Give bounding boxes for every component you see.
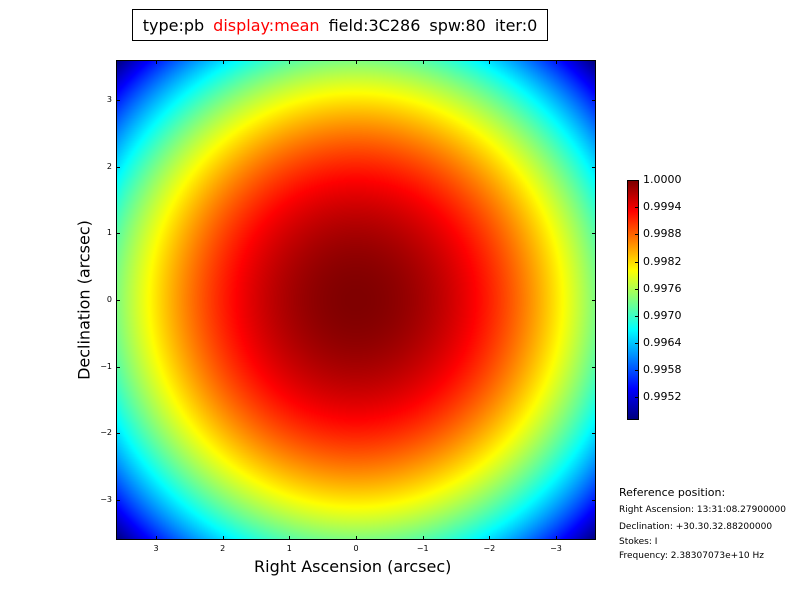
y-tick-mark-left <box>116 366 120 368</box>
y-tick-label: 1 <box>106 228 112 238</box>
plot-title: type:pb display:mean field:3C286 spw:80 … <box>132 9 548 41</box>
y-tick-label: −2 <box>100 428 112 438</box>
y-tick-mark-right <box>592 233 596 235</box>
x-tick-mark-top <box>222 60 224 64</box>
x-tick-label: 1 <box>286 544 292 553</box>
heatmap-plot <box>116 60 596 540</box>
colorbar-tick-label: 0.9994 <box>643 200 682 214</box>
title-spw: spw:80 <box>429 15 486 35</box>
y-tick-mark-left <box>116 300 120 301</box>
x-tick-mark-bottom <box>289 536 291 540</box>
x-tick-mark-bottom <box>556 536 557 540</box>
x-tick-mark-bottom <box>422 536 424 540</box>
x-tick-mark-top <box>422 60 424 64</box>
colorbar-tick-label: 1.0000 <box>643 173 682 186</box>
y-tick-mark-right <box>592 366 596 368</box>
reference-dec: Declination: +30.30.32.88200000 <box>619 522 773 532</box>
colorbar <box>627 180 639 420</box>
y-tick-label: −1 <box>100 361 112 371</box>
y-tick-mark-right <box>592 100 596 101</box>
reference-stokes: Stokes: I <box>619 537 658 547</box>
colorbar-tick-label: 0.9958 <box>643 363 682 377</box>
x-tick-mark-top <box>556 60 557 64</box>
colorbar-tick-label: 0.9982 <box>643 254 682 268</box>
colorbar-tick-label: 0.9988 <box>643 227 682 241</box>
colorbar-gradient <box>628 181 638 419</box>
colorbar-tick-mark <box>635 288 639 290</box>
colorbar-tick-mark <box>635 261 639 263</box>
x-tick-label: 0 <box>353 544 359 553</box>
colorbar-tick-label: 0.9970 <box>643 308 682 322</box>
title-field: field:3C286 <box>328 15 421 35</box>
colorbar-tick-mark <box>635 343 639 345</box>
y-tick-mark-right <box>592 500 596 501</box>
colorbar-tick-mark <box>635 180 639 181</box>
x-tick-mark-top <box>289 60 291 64</box>
colorbar-tick-mark <box>635 315 639 317</box>
y-tick-mark-left <box>116 100 120 101</box>
colorbar-tick-label: 0.9976 <box>643 281 682 295</box>
colorbar-tick-label: 0.9964 <box>643 336 682 350</box>
colorbar-tick-label: 0.9952 <box>643 390 682 404</box>
title-type: type:pb <box>142 15 205 35</box>
x-axis-label: Right Ascension (arcsec) <box>254 557 452 576</box>
y-tick-mark-right <box>592 300 596 301</box>
heatmap-image <box>117 61 595 539</box>
colorbar-tick-mark <box>635 370 639 372</box>
colorbar-tick-mark <box>635 234 639 236</box>
x-tick-label: 3 <box>153 544 159 553</box>
title-iter: iter:0 <box>494 15 538 35</box>
reference-heading: Reference position: <box>619 486 726 499</box>
y-tick-mark-right <box>592 433 596 435</box>
x-tick-mark-top <box>356 60 357 64</box>
x-tick-mark-bottom <box>222 536 224 540</box>
x-tick-mark-top <box>156 60 157 64</box>
y-tick-mark-right <box>592 166 596 168</box>
y-tick-mark-left <box>116 166 120 168</box>
x-tick-mark-bottom <box>356 536 357 540</box>
reference-ra: Right Ascension: 13:31:08.27900000 <box>619 505 786 515</box>
reference-frequency: Frequency: 2.38307073e+10 Hz <box>619 551 765 561</box>
x-tick-mark-top <box>489 60 491 64</box>
y-tick-label: −3 <box>100 495 112 504</box>
y-tick-mark-left <box>116 233 120 235</box>
x-tick-mark-bottom <box>489 536 491 540</box>
colorbar-tick-mark <box>635 207 639 209</box>
x-tick-label: −3 <box>550 544 562 553</box>
y-tick-label: 0 <box>106 295 112 304</box>
x-tick-label: −1 <box>416 544 429 553</box>
x-tick-label: −2 <box>483 544 496 553</box>
title-display: display:mean <box>213 15 320 35</box>
y-tick-label: 2 <box>106 161 112 171</box>
colorbar-tick-mark <box>635 397 639 399</box>
y-tick-label: 3 <box>106 95 112 104</box>
x-tick-label: 2 <box>220 544 226 553</box>
y-tick-mark-left <box>116 433 120 435</box>
x-tick-mark-bottom <box>156 536 157 540</box>
y-tick-mark-left <box>116 500 120 501</box>
y-axis-label: Declination (arcsec) <box>74 220 94 380</box>
